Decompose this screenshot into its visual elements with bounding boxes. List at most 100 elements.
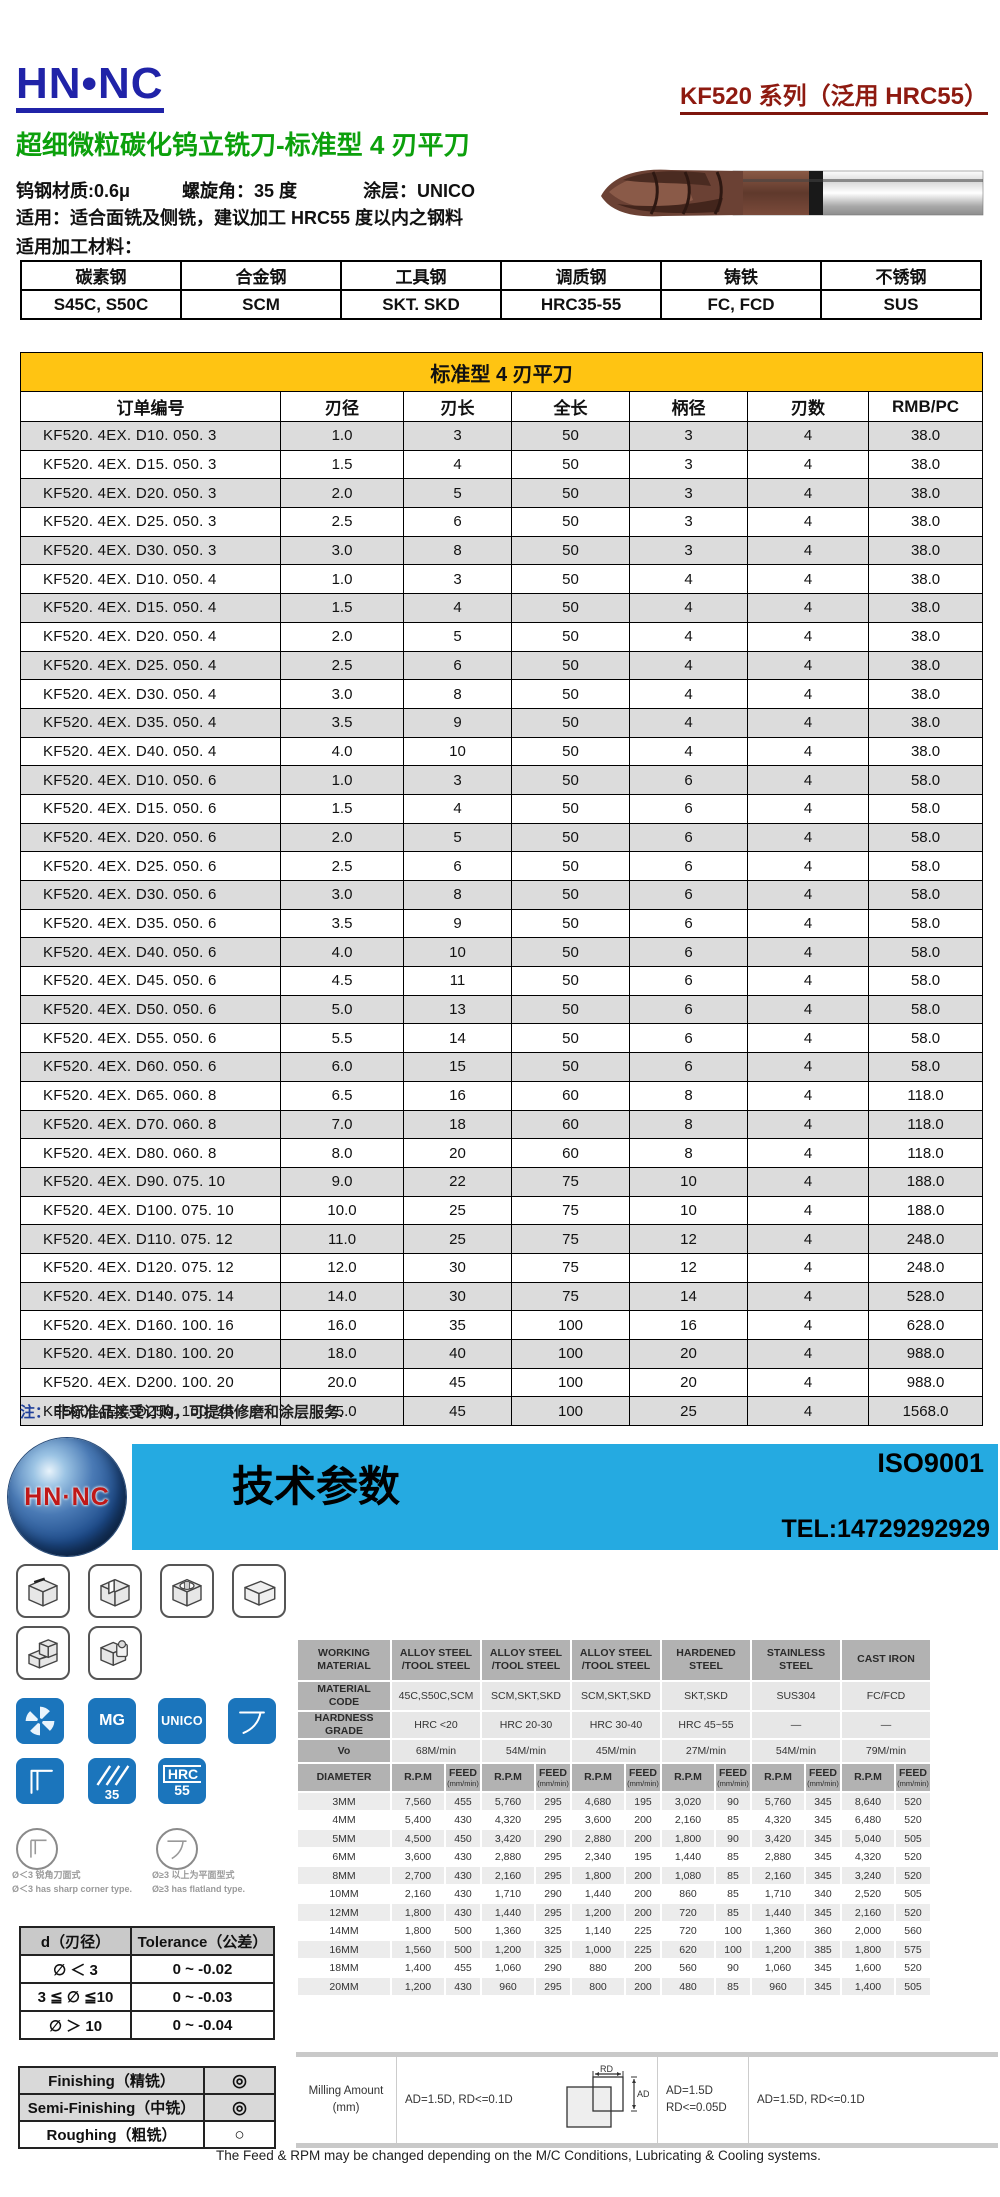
unico-label: UNICO xyxy=(161,1713,203,1728)
value-cell: 11 xyxy=(403,966,512,996)
table-row: KF520. 4EX. D10. 050. 4 1.0 3 50 4 4 38.0 xyxy=(20,564,984,595)
value-cell: 38.0 xyxy=(867,507,984,537)
rpm-cell: 5,400 xyxy=(392,1811,444,1829)
feed-header: FEED (mm/min) xyxy=(806,1764,840,1792)
order-note: 注： 非标准品接受订购，可提供修磨和涂层服务. xyxy=(20,1401,343,1422)
vo-cell: 27M/min xyxy=(662,1740,750,1763)
rpm-cell: 1,710 xyxy=(482,1885,534,1903)
rpm-cell: 3,420 xyxy=(482,1830,534,1847)
corner-profile-icon xyxy=(228,1698,276,1744)
value-cell: 4 xyxy=(629,707,748,738)
sharp-corner-type-icon xyxy=(16,1828,58,1870)
value-cell: 4 xyxy=(747,449,869,480)
order-code-cell: KF520. 4EX. D200. 100. 20 xyxy=(20,1367,281,1398)
value-cell: 10 xyxy=(403,736,512,767)
value-cell: 4 xyxy=(629,621,748,652)
value-cell: 20 xyxy=(629,1367,748,1398)
value-cell: 58.0 xyxy=(867,966,984,996)
value-cell: 12 xyxy=(629,1252,748,1283)
milling-cell-slot: AD=1.5D RD<=0.05D xyxy=(657,2057,748,2143)
value-cell: 25 xyxy=(629,1396,748,1427)
value-cell: 3.5 xyxy=(280,707,404,738)
value-cell: 10 xyxy=(403,937,512,968)
value-cell: 58.0 xyxy=(867,793,984,824)
rpm-cell: 1,440 xyxy=(752,1904,804,1921)
material-group-header: CAST IRON xyxy=(842,1640,930,1680)
value-cell: 30 xyxy=(403,1252,512,1283)
rpm-cell: 2,880 xyxy=(752,1848,804,1866)
value-cell: 4 xyxy=(747,679,869,709)
rpm-cell: 1,140 xyxy=(572,1922,624,1940)
table-row: KF520. 4EX. D35. 050. 4 3.5 9 50 4 4 38.0 xyxy=(20,707,984,738)
finishing-row: Semi-Finishing（中铣） ◎ xyxy=(18,2093,276,2122)
rpm-cell: 1,080 xyxy=(662,1867,714,1884)
value-cell: 38.0 xyxy=(867,478,984,509)
value-cell: 22 xyxy=(403,1166,512,1197)
feed-header: FEED (mm/min) xyxy=(446,1764,480,1792)
value-cell: 4 xyxy=(747,593,869,623)
value-cell: 50 xyxy=(511,564,630,595)
feed-cell: 325 xyxy=(536,1922,570,1940)
value-cell: 4 xyxy=(747,822,869,853)
feed-cell: 345 xyxy=(806,1867,840,1884)
value-cell: 8 xyxy=(629,1138,748,1168)
table-row: KF520. 4EX. D55. 050. 6 5.5 14 50 6 4 58.0 xyxy=(20,1023,984,1054)
diameter-cell: 12MM xyxy=(298,1904,390,1921)
value-cell: 2.5 xyxy=(280,507,404,537)
feed-cell: 575 xyxy=(896,1941,930,1958)
value-cell: 50 xyxy=(511,449,630,480)
feed-cell: 430 xyxy=(446,1811,480,1829)
value-cell: 16 xyxy=(629,1310,748,1340)
value-cell: 9 xyxy=(403,908,512,939)
order-code-cell: KF520. 4EX. D35. 050. 6 xyxy=(20,908,281,939)
hardness-cell: — xyxy=(842,1712,930,1739)
rpm-cell: 1,360 xyxy=(482,1922,534,1940)
rpm-header: R.P.M xyxy=(482,1764,534,1792)
material-code-cell: FC/FCD xyxy=(842,1682,930,1710)
table-row: KF520. 4EX. D65. 060. 8 6.5 16 60 8 4 118.0 xyxy=(20,1080,984,1111)
vo-cell: 68M/min xyxy=(392,1740,480,1763)
order-code-cell: KF520. 4EX. D90. 075. 10 xyxy=(20,1166,281,1197)
table-row: KF520. 4EX. D200. 100. 20 20.0 45 100 20 4 988… xyxy=(20,1367,984,1398)
flatland-type-icon xyxy=(156,1828,198,1870)
rpm-header: R.P.M xyxy=(572,1764,624,1792)
value-cell: 6 xyxy=(629,1052,748,1082)
feed-cell: 85 xyxy=(716,1885,750,1903)
column-header: RMB/PC xyxy=(867,391,984,422)
milling-cell2-line2: RD<=0.05D xyxy=(666,2102,727,2114)
flatland-caption-cn: Ø≥3 以上为平面型式 xyxy=(152,1870,235,1880)
rpm-cell: 1,200 xyxy=(572,1904,624,1921)
feed-cell: 100 xyxy=(716,1941,750,1958)
milling-label-line2: (mm) xyxy=(332,2102,360,2114)
feed-cell: 430 xyxy=(446,1867,480,1884)
value-cell: 10.0 xyxy=(280,1195,404,1226)
value-cell: 8 xyxy=(403,535,512,566)
rpm-cell: 1,060 xyxy=(482,1959,534,1977)
order-code-cell: KF520. 4EX. D20. 050. 3 xyxy=(20,478,281,509)
column-header: 刃径 xyxy=(280,391,404,422)
order-code-cell: KF520. 4EX. D25. 050. 6 xyxy=(20,851,281,881)
material-grade-cell: FC, FCD xyxy=(660,289,822,320)
order-code-cell: KF520. 4EX. D80. 060. 8 xyxy=(20,1138,281,1168)
feed-cell: 200 xyxy=(626,1959,660,1977)
rpm-header: R.P.M xyxy=(842,1764,894,1792)
value-cell: 20.0 xyxy=(280,1367,404,1398)
value-cell: 2.5 xyxy=(280,650,404,681)
order-code-cell: KF520. 4EX. D30. 050. 4 xyxy=(20,679,281,709)
suitability-mark-cell: ○ xyxy=(203,2120,276,2149)
order-code-cell: KF520. 4EX. D15. 050. 4 xyxy=(20,593,281,623)
material-grade-cell: S45C, S50C xyxy=(20,289,182,320)
material-type-header: 工具钢 xyxy=(340,260,502,291)
value-cell: 38.0 xyxy=(867,564,984,595)
hardness-grade-label: HARDNESS GRADE xyxy=(298,1712,390,1739)
feed-header: FEED (mm/min) xyxy=(536,1764,570,1792)
tolerance-row: 3 ≦ ∅ ≦10 0 ~ -0.03 xyxy=(19,1982,275,2012)
table-row: KF520. 4EX. D180. 100. 20 18.0 40 100 20 4 988… xyxy=(20,1339,984,1369)
rpm-cell: 1,560 xyxy=(392,1941,444,1958)
rpm-cell: 1,440 xyxy=(482,1904,534,1921)
material-code-cell: SUS304 xyxy=(752,1682,840,1710)
value-cell: 10 xyxy=(629,1166,748,1197)
hrc55-hardness-icon: HRC 55 xyxy=(158,1758,206,1804)
value-cell: 50 xyxy=(511,421,630,451)
